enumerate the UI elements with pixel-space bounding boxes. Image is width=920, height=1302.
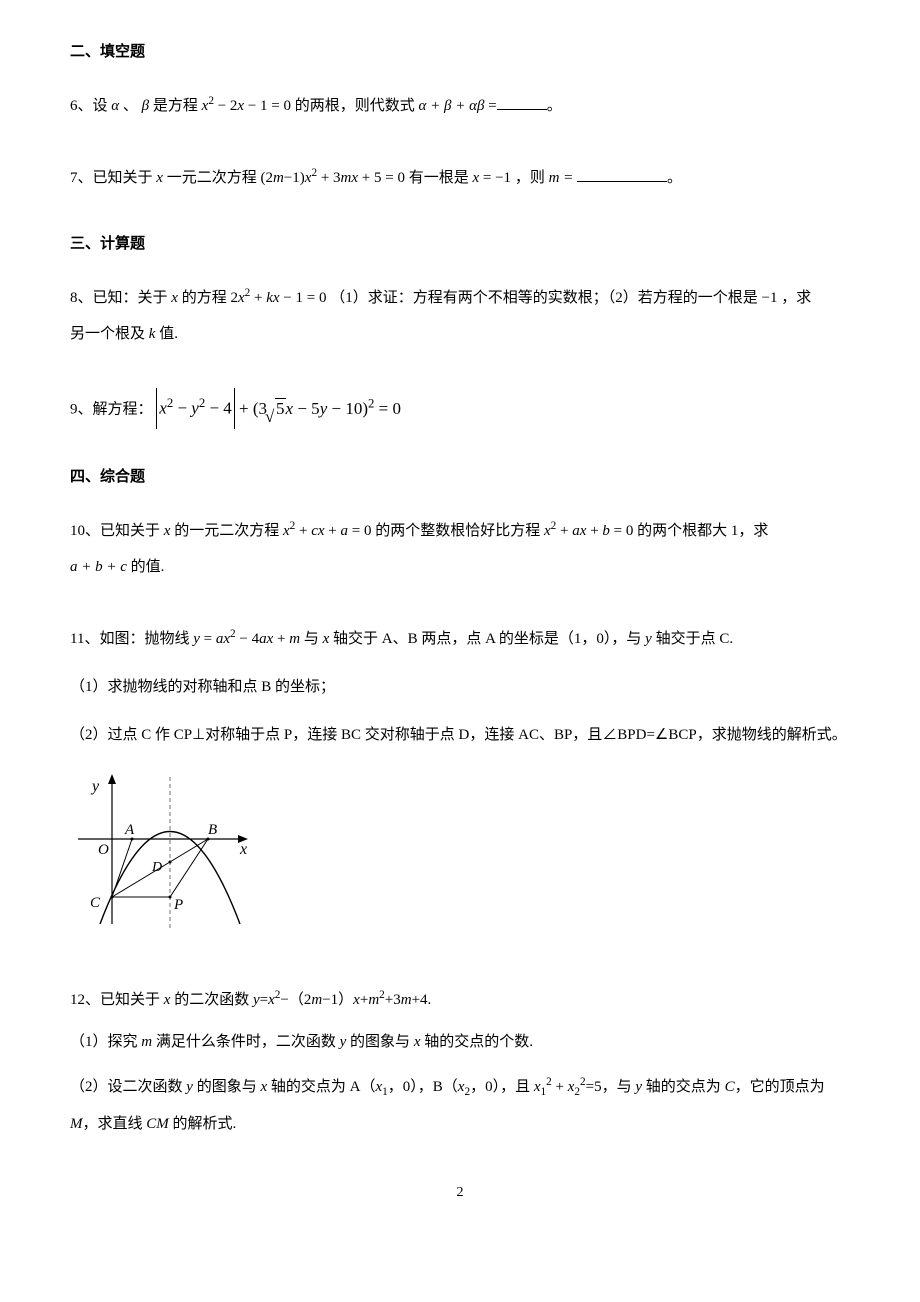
- q6-eq: x2 − 2x − 1 = 0: [202, 98, 291, 114]
- q8-mid2: ，求: [781, 290, 811, 306]
- label-x: x: [239, 841, 247, 858]
- q8-var: x: [171, 290, 178, 306]
- q8-mid1: 的方程: [182, 290, 227, 306]
- q8-prefix: 8、已知：关于: [70, 290, 168, 306]
- q8-eq: 2x2 + kx − 1 = 0: [230, 290, 326, 306]
- q6-mid1: 是方程: [153, 98, 198, 114]
- q10-mid2: 的两个整数根恰好比方程: [375, 523, 540, 539]
- q8-var-k: k: [149, 326, 156, 342]
- q7-blank: [577, 167, 667, 182]
- q12-sub2-mid7: ，它的顶点为: [735, 1079, 825, 1095]
- q7-root: x = −1: [472, 170, 511, 186]
- q12-sub2-pre: （2）设二次函数: [70, 1079, 186, 1095]
- q7-mid1: 一元二次方程: [167, 170, 257, 186]
- question-6: 6、设 α 、 β 是方程 x2 − 2x − 1 = 0 的两根，则代数式 α…: [70, 88, 850, 124]
- q6-var1: α: [111, 98, 119, 114]
- q6-prefix: 6、设: [70, 98, 108, 114]
- q12-eq: y=x2−（2m−1）x+m2+3m+4.: [253, 992, 431, 1008]
- question-10: 10、已知关于 x 的一元二次方程 x2 + cx + a = 0 的两个整数根…: [70, 513, 850, 585]
- q10-expr: a + b + c: [70, 559, 127, 575]
- section-comprehensive-title: 四、综合题: [70, 465, 850, 489]
- q8-line2: 另一个根及: [70, 326, 145, 342]
- q8-end: 值.: [159, 326, 178, 342]
- q7-var-m: m =: [549, 170, 574, 186]
- q11-figure: y x O A B C D P: [70, 769, 850, 948]
- q12-line2-pre: M: [70, 1116, 83, 1132]
- q6-mid2: 的两根，则代数式: [295, 98, 415, 114]
- question-9: 9、解方程： x2 − y2 − 4 + (3√5x − 5y − 10)2 =…: [70, 388, 850, 429]
- q11-eq: y = ax2 − 4ax + m: [193, 631, 300, 647]
- q12-sub2-mid3: ，0），B（: [388, 1079, 458, 1095]
- q12-var-c: C: [725, 1079, 735, 1095]
- label-O: O: [98, 842, 109, 858]
- q6-suffix: =: [488, 98, 496, 114]
- question-11: 11、如图：抛物线 y = ax2 − 4ax + m 与 x 轴交于 A、B …: [70, 621, 850, 948]
- q12-prefix: 12、已知关于: [70, 992, 164, 1008]
- q12-line2-mid: ，求直线: [83, 1116, 147, 1132]
- q12-sub2-mid6: 轴的交点为: [642, 1079, 725, 1095]
- q7-var: x: [156, 170, 163, 186]
- q8-part1: （1）求证：方程有两个不相等的实数根；（2）若方程的一个根是: [330, 290, 758, 306]
- q7-prefix: 7、已知关于: [70, 170, 153, 186]
- q6-blank: [497, 95, 547, 110]
- q12-sub1-mid: 满足什么条件时，二次函数: [152, 1034, 340, 1050]
- q12-var-m: m: [141, 1034, 152, 1050]
- q6-end: 。: [547, 98, 562, 114]
- q12-sub1-end: 轴的交点的个数.: [420, 1034, 533, 1050]
- q12-sub1-pre: （1）探究: [70, 1034, 141, 1050]
- q10-eq1: x2 + cx + a = 0: [283, 523, 372, 539]
- q11-var-x: x: [323, 631, 330, 647]
- q12-x1: x1: [375, 1079, 387, 1095]
- q12-sub2: （2）设二次函数 y 的图象与 x 轴的交点为 A（x1，0），B（x2，0），…: [70, 1069, 850, 1142]
- q7-end: 。: [667, 170, 682, 186]
- question-12: 12、已知关于 x 的二次函数 y=x2−（2m−1）x+m2+3m+4. （1…: [70, 984, 850, 1142]
- q12-x2: x2: [458, 1079, 470, 1095]
- q11-sub1: （1）求抛物线的对称轴和点 B 的坐标；: [70, 669, 850, 705]
- q12-sub2-mid4: ，0），且: [470, 1079, 530, 1095]
- q11-prefix: 11、如图：抛物线: [70, 631, 189, 647]
- label-B: B: [208, 822, 217, 838]
- q7-mid2: 有一根是: [409, 170, 469, 186]
- q12-sum-expr: x12 + x22: [534, 1079, 586, 1095]
- page-number: 2: [70, 1182, 850, 1204]
- q10-var: x: [164, 523, 171, 539]
- q12-sub2-mid2: 轴的交点为 A（: [267, 1079, 375, 1095]
- q10-prefix: 10、已知关于: [70, 523, 160, 539]
- q10-mid3: 的两个根都大 1，求: [637, 523, 768, 539]
- q9-expr: x2 − y2 − 4 + (3√5x − 5y − 10)2 = 0: [156, 399, 401, 418]
- question-8: 8、已知：关于 x 的方程 2x2 + kx − 1 = 0 （1）求证：方程有…: [70, 280, 850, 352]
- q6-var2: β: [142, 98, 149, 114]
- q11-mid1: 与: [304, 631, 319, 647]
- label-P: P: [173, 897, 183, 913]
- q11-var-y: y: [645, 631, 652, 647]
- q6-sep1: 、: [123, 98, 138, 114]
- q8-neg1: −1: [761, 290, 777, 306]
- q7-eq: (2m−1)x2 + 3mx + 5 = 0: [260, 170, 405, 186]
- section-calculation-title: 三、计算题: [70, 232, 850, 256]
- q12-line2-end: 的解析式.: [169, 1116, 237, 1132]
- q7-mid3: ，则: [515, 170, 545, 186]
- q10-eq2: x2 + ax + b = 0: [544, 523, 633, 539]
- q12-mid1: 的二次函数: [170, 992, 253, 1008]
- q12-sub2-mid5: =5，与: [586, 1079, 636, 1095]
- label-C: C: [90, 895, 101, 911]
- parabola-figure-svg: y x O A B C D P: [70, 769, 255, 934]
- q11-mid2: 轴交于 A、B 两点，点 A 的坐标是（1，0），与: [333, 631, 641, 647]
- q12-sub1-mid2: 的图象与: [346, 1034, 414, 1050]
- q12-sub1: （1）探究 m 满足什么条件时，二次函数 y 的图象与 x 轴的交点的个数.: [70, 1027, 850, 1057]
- q9-prefix: 9、解方程：: [70, 402, 153, 418]
- label-A: A: [124, 822, 135, 838]
- label-y: y: [90, 778, 100, 795]
- q10-end: 的值.: [131, 559, 165, 575]
- q12-line2-cm: CM: [146, 1116, 169, 1132]
- q10-mid1: 的一元二次方程: [174, 523, 279, 539]
- q11-mid3: 轴交于点 C.: [656, 631, 734, 647]
- q12-var-y2: y: [186, 1079, 193, 1095]
- q6-expr: α + β + αβ: [419, 98, 485, 114]
- section-fill-in-title: 二、填空题: [70, 40, 850, 64]
- q11-sub2: （2）过点 C 作 CP⊥对称轴于点 P，连接 BC 交对称轴于点 D，连接 A…: [70, 717, 850, 753]
- question-7: 7、已知关于 x 一元二次方程 (2m−1)x2 + 3mx + 5 = 0 有…: [70, 160, 850, 196]
- q12-sub2-mid1: 的图象与: [193, 1079, 261, 1095]
